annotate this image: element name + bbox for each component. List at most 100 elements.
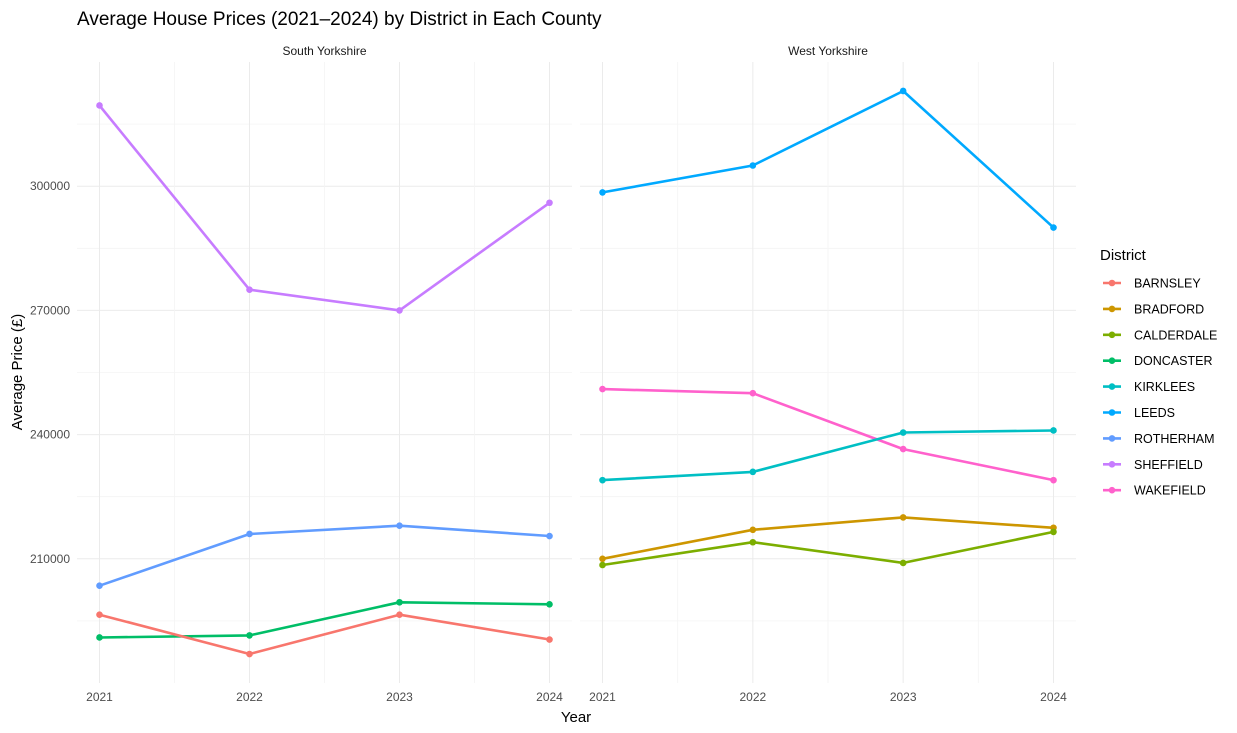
x-tick-label: 2021 — [589, 690, 616, 704]
legend-item-sheffield: SHEFFIELD — [1103, 458, 1203, 472]
legend-key-point — [1108, 305, 1116, 313]
data-point — [1050, 476, 1057, 484]
data-point — [96, 102, 103, 109]
facet-label: West Yorkshire — [788, 44, 868, 58]
legend-key-point — [1108, 435, 1116, 442]
data-point — [546, 199, 553, 207]
series-doncaster — [96, 598, 553, 641]
series-line — [99, 600, 550, 639]
legend-key-point — [1108, 357, 1116, 365]
legend-label: SHEFFIELD — [1134, 458, 1203, 472]
data-point — [396, 598, 403, 606]
chart-title: Average House Prices (2021–2024) by Dist… — [77, 9, 602, 30]
data-point — [396, 522, 403, 529]
x-tick-label: 2022 — [739, 690, 766, 704]
data-point — [599, 555, 606, 563]
data-point — [246, 632, 253, 639]
data-point — [96, 582, 103, 590]
data-point — [599, 385, 606, 393]
y-tick-label: 270000 — [30, 303, 70, 317]
legend-key-point — [1108, 486, 1116, 494]
x-tick-label: 2021 — [86, 690, 113, 704]
legend-label: ROTHERHAM — [1134, 432, 1215, 446]
legend-label: WAKEFIELD — [1134, 484, 1206, 498]
legend-key-point — [1108, 461, 1116, 468]
data-point — [599, 189, 606, 196]
legend-label: CALDERDALE — [1134, 328, 1217, 342]
series-line — [98, 104, 551, 312]
series-kirklees — [599, 427, 1057, 484]
series-barnsley — [96, 611, 553, 658]
legend-key-point — [1108, 383, 1116, 390]
data-point — [749, 468, 757, 476]
x-tick-label: 2022 — [236, 690, 263, 704]
series-line — [99, 524, 550, 587]
data-point — [96, 611, 103, 618]
series-line — [99, 613, 550, 656]
data-point — [546, 532, 553, 540]
series-line — [602, 516, 1054, 561]
panel-0: South Yorkshire 2021 2022 2023 2024 210000 240… — [30, 44, 572, 704]
series-wakefield — [599, 385, 1057, 484]
legend-item-bradford: BRADFORD — [1103, 302, 1204, 316]
series-sheffield — [96, 102, 553, 314]
y-axis-title: Average Price (£) — [9, 314, 26, 430]
legend-label: BARNSLEY — [1134, 277, 1201, 291]
series-line — [602, 429, 1054, 482]
x-axis-title: Year — [561, 709, 591, 726]
legend-item-barnsley: BARNSLEY — [1103, 277, 1201, 291]
series-line — [602, 530, 1054, 567]
data-point — [899, 559, 907, 567]
series-line — [602, 89, 1055, 229]
legend: District BARNSLEY BRADFORD CALDERDALE DONCA… — [1100, 247, 1217, 498]
panel-1: West Yorkshire 2021 2022 2023 2024 — [580, 44, 1076, 704]
data-point — [246, 530, 253, 538]
data-point — [546, 636, 553, 643]
data-point — [599, 476, 606, 484]
legend-item-calderdale: CALDERDALE — [1103, 328, 1217, 342]
legend-title: District — [1100, 247, 1147, 264]
series-rotherham — [96, 522, 553, 590]
data-point — [599, 561, 606, 569]
y-tick-label: 300000 — [30, 179, 70, 193]
data-point — [96, 634, 103, 641]
y-tick-label: 210000 — [30, 552, 70, 566]
legend-item-leeds: LEEDS — [1103, 406, 1175, 420]
data-point — [396, 611, 403, 618]
data-point — [899, 429, 907, 436]
legend-key-point — [1108, 331, 1116, 339]
data-point — [546, 601, 553, 608]
data-point — [246, 650, 253, 658]
data-point — [899, 514, 907, 521]
y-tick-label: 240000 — [30, 428, 70, 442]
x-tick-label: 2024 — [1040, 690, 1067, 704]
data-point — [749, 389, 757, 397]
legend-item-doncaster: DONCASTER — [1103, 354, 1212, 368]
data-point — [1050, 427, 1057, 434]
data-point — [246, 286, 253, 294]
legend-label: DONCASTER — [1134, 354, 1212, 368]
legend-key-point — [1108, 409, 1116, 416]
legend-label: KIRKLEES — [1134, 380, 1195, 394]
data-point — [749, 162, 757, 169]
data-point — [1050, 224, 1057, 231]
data-point — [1050, 528, 1057, 536]
series-line — [602, 387, 1054, 482]
x-tick-label: 2023 — [386, 690, 413, 704]
legend-label: BRADFORD — [1134, 302, 1204, 316]
legend-items: BARNSLEY BRADFORD CALDERDALE DONCASTER KIRKL… — [1103, 277, 1217, 498]
x-tick-label: 2024 — [536, 690, 563, 704]
series-bradford — [599, 514, 1057, 563]
legend-key-point — [1108, 279, 1116, 287]
legend-item-kirklees: KIRKLEES — [1103, 380, 1195, 394]
data-point — [899, 87, 907, 95]
data-point — [749, 538, 757, 546]
x-tick-label: 2023 — [890, 690, 917, 704]
series-leeds — [599, 87, 1057, 231]
data-point — [899, 445, 907, 453]
legend-item-rotherham: ROTHERHAM — [1103, 432, 1215, 446]
series-calderdale — [599, 528, 1057, 569]
legend-label: LEEDS — [1134, 406, 1175, 420]
facet-panels: South Yorkshire 2021 2022 2023 2024 210000 240… — [30, 44, 1076, 704]
